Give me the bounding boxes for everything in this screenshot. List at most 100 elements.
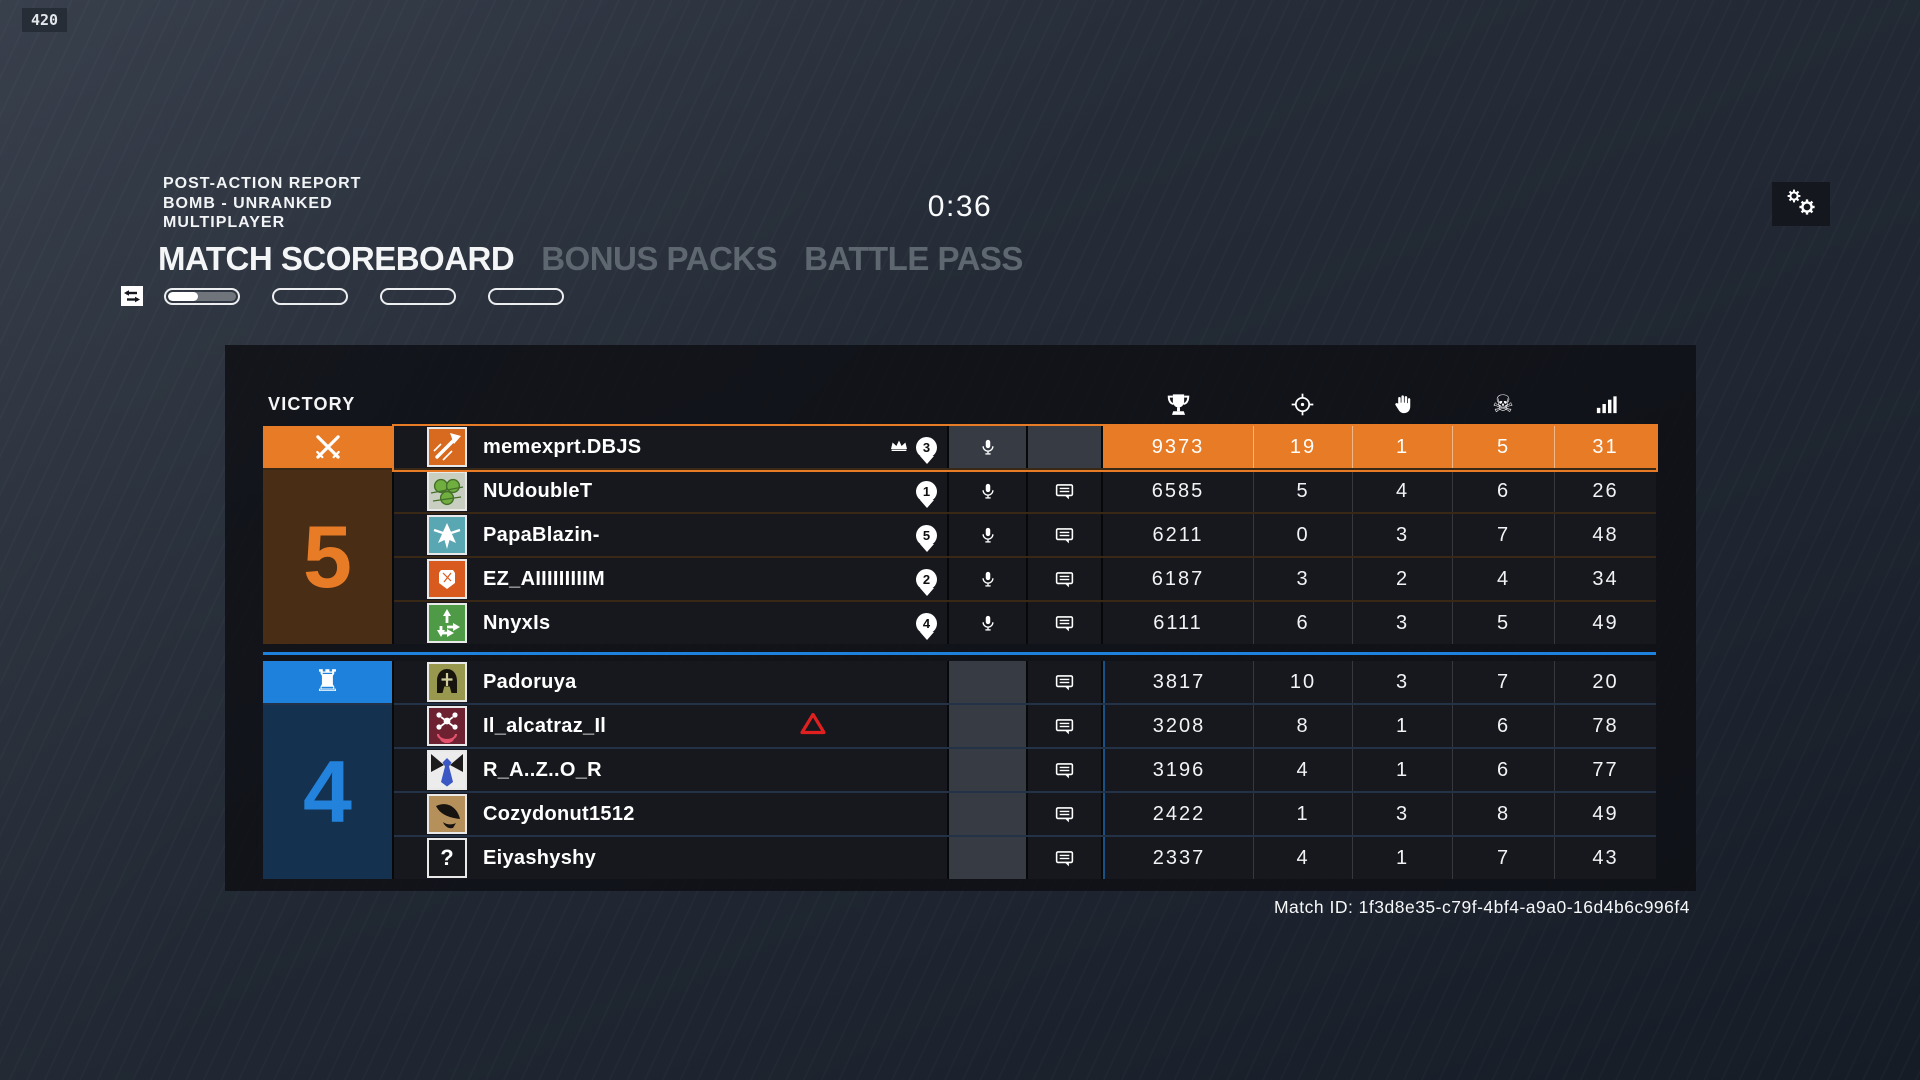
skull-icon: ☠ bbox=[1492, 390, 1514, 418]
stat-deaths: 7 bbox=[1452, 661, 1554, 703]
voice-chat-indicator[interactable] bbox=[949, 558, 1028, 600]
page-pill-1[interactable] bbox=[164, 287, 240, 305]
player-pin-marker: 5 bbox=[916, 524, 937, 546]
stat-score: 6211 bbox=[1103, 514, 1253, 556]
stat-assists: 3 bbox=[1352, 602, 1452, 644]
text-chat-indicator[interactable] bbox=[1028, 470, 1103, 512]
player-pin-marker: 1 bbox=[916, 480, 937, 502]
operator-avatar-icon bbox=[427, 427, 467, 467]
stat-score: 6187 bbox=[1103, 558, 1253, 600]
player-row[interactable]: Padoruya 3817 10 3 7 20 bbox=[394, 661, 1656, 705]
report-playlist: MULTIPLAYER bbox=[163, 214, 286, 231]
voice-chat-indicator[interactable] bbox=[949, 793, 1028, 835]
hand-icon bbox=[1352, 393, 1452, 416]
stat-assists: 1 bbox=[1352, 837, 1452, 879]
team-defenders-rounds-won: 4 bbox=[263, 705, 392, 879]
page-pill-4[interactable] bbox=[488, 287, 564, 305]
player-name: Eiyashyshy bbox=[483, 846, 597, 869]
stat-deaths: 6 bbox=[1452, 705, 1554, 747]
player-name: PapaBlazin- bbox=[483, 523, 600, 546]
operator-avatar-icon bbox=[427, 515, 467, 555]
text-chat-indicator[interactable] bbox=[1028, 749, 1103, 791]
scoreboard-header-row: VICTORY bbox=[263, 383, 1656, 426]
stat-kills: 10 bbox=[1253, 661, 1352, 703]
scoreboard-panel: VICTORY bbox=[225, 345, 1696, 891]
team-defenders-badge-column: ♜ 4 bbox=[263, 661, 394, 879]
settings-button[interactable] bbox=[1772, 182, 1830, 226]
player-row[interactable]: NnyxIs 4 6111 6 3 5 49 bbox=[394, 602, 1656, 644]
voice-chat-indicator[interactable] bbox=[949, 602, 1028, 644]
stat-ping: 78 bbox=[1554, 705, 1656, 747]
stat-ping: 48 bbox=[1554, 514, 1656, 556]
stat-deaths: 6 bbox=[1452, 749, 1554, 791]
player-row[interactable]: memexprt.DBJS 3 bbox=[392, 424, 1658, 472]
text-chat-indicator[interactable] bbox=[1028, 602, 1103, 644]
stat-deaths: 4 bbox=[1452, 558, 1554, 600]
player-pin-marker: 2 bbox=[916, 568, 937, 590]
player-name: NnyxIs bbox=[483, 611, 551, 634]
trophy-icon bbox=[1103, 391, 1253, 418]
stat-ping: 49 bbox=[1554, 602, 1656, 644]
stat-ping: 26 bbox=[1554, 470, 1656, 512]
player-row[interactable]: Il_alcatraz_Il 3208 8 bbox=[394, 705, 1656, 749]
text-chat-indicator[interactable] bbox=[1028, 558, 1103, 600]
player-row[interactable]: NUdoubleT 1 6585 5 4 6 26 bbox=[394, 470, 1656, 514]
stat-deaths: 5 bbox=[1452, 602, 1554, 644]
stat-score: 6111 bbox=[1103, 602, 1253, 644]
team-attackers-section: 5 bbox=[263, 424, 1658, 644]
match-id-label: Match ID: 1f3d8e35-c79f-4bf4-a9a0-16d4b6… bbox=[1273, 897, 1690, 917]
page-pill-3[interactable] bbox=[380, 287, 456, 305]
player-name: Il_alcatraz_Il bbox=[483, 714, 607, 737]
player-name: EZ_AIIIIIIIIIM bbox=[483, 567, 605, 590]
voice-chat-indicator[interactable] bbox=[949, 470, 1028, 512]
unknown-operator-avatar-icon: ? bbox=[427, 838, 467, 878]
stat-score: 3208 bbox=[1103, 705, 1253, 747]
stat-score: 3196 bbox=[1103, 749, 1253, 791]
reputation-warning-icon bbox=[799, 712, 827, 741]
page-pill-2[interactable] bbox=[272, 287, 348, 305]
match-timer: 0:36 bbox=[927, 190, 993, 223]
operator-avatar-icon bbox=[427, 603, 467, 643]
player-row[interactable]: PapaBlazin- 5 6211 0 3 7 48 bbox=[394, 514, 1656, 558]
stat-score: 9373 bbox=[1103, 426, 1253, 468]
castle-tower-icon: ♜ bbox=[263, 661, 392, 705]
text-chat-indicator[interactable] bbox=[1028, 705, 1103, 747]
operator-avatar-icon bbox=[427, 750, 467, 790]
match-result-label: VICTORY bbox=[268, 394, 356, 414]
tab-bonus-packs[interactable]: BONUS PACKS bbox=[541, 240, 778, 277]
player-row[interactable]: EZ_AIIIIIIIIIM 2 6187 3 2 4 34 bbox=[394, 558, 1656, 602]
voice-chat-indicator[interactable] bbox=[949, 837, 1028, 879]
voice-chat-indicator[interactable] bbox=[949, 426, 1028, 468]
stat-assists: 2 bbox=[1352, 558, 1452, 600]
stat-kills: 4 bbox=[1253, 837, 1352, 879]
text-chat-indicator[interactable] bbox=[1028, 426, 1103, 468]
player-row[interactable]: Cozydonut1512 2422 1 3 8 49 bbox=[394, 793, 1656, 837]
scoreboard-table: VICTORY bbox=[263, 383, 1658, 879]
player-name: Padoruya bbox=[483, 670, 577, 693]
fps-counter: 420 bbox=[22, 8, 68, 32]
stat-score: 2337 bbox=[1103, 837, 1253, 879]
stat-assists: 3 bbox=[1352, 514, 1452, 556]
text-chat-indicator[interactable] bbox=[1028, 793, 1103, 835]
report-title: POST-ACTION REPORT bbox=[163, 175, 362, 192]
tab-match-scoreboard[interactable]: MATCH SCOREBOARD bbox=[158, 240, 515, 277]
voice-chat-indicator[interactable] bbox=[949, 514, 1028, 556]
player-row[interactable]: ? Eiyashyshy 2337 4 1 7 43 bbox=[394, 837, 1656, 879]
text-chat-indicator[interactable] bbox=[1028, 661, 1103, 703]
player-row[interactable]: R_A..Z..O_R 3196 4 1 6 77 bbox=[394, 749, 1656, 793]
team-defenders-section: ♜ 4 Pador bbox=[263, 661, 1656, 879]
stat-kills: 3 bbox=[1253, 558, 1352, 600]
voice-chat-indicator[interactable] bbox=[949, 749, 1028, 791]
voice-chat-indicator[interactable] bbox=[949, 661, 1028, 703]
stat-ping: 49 bbox=[1554, 793, 1656, 835]
stat-assists: 3 bbox=[1352, 661, 1452, 703]
text-chat-indicator[interactable] bbox=[1028, 837, 1103, 879]
voice-chat-indicator[interactable] bbox=[949, 705, 1028, 747]
squad-leader-crown-icon bbox=[890, 438, 908, 456]
text-chat-indicator[interactable] bbox=[1028, 514, 1103, 556]
stat-ping: 20 bbox=[1554, 661, 1656, 703]
operator-avatar-icon bbox=[427, 706, 467, 746]
stat-kills: 5 bbox=[1253, 470, 1352, 512]
tab-battle-pass[interactable]: BATTLE PASS bbox=[804, 240, 1023, 277]
